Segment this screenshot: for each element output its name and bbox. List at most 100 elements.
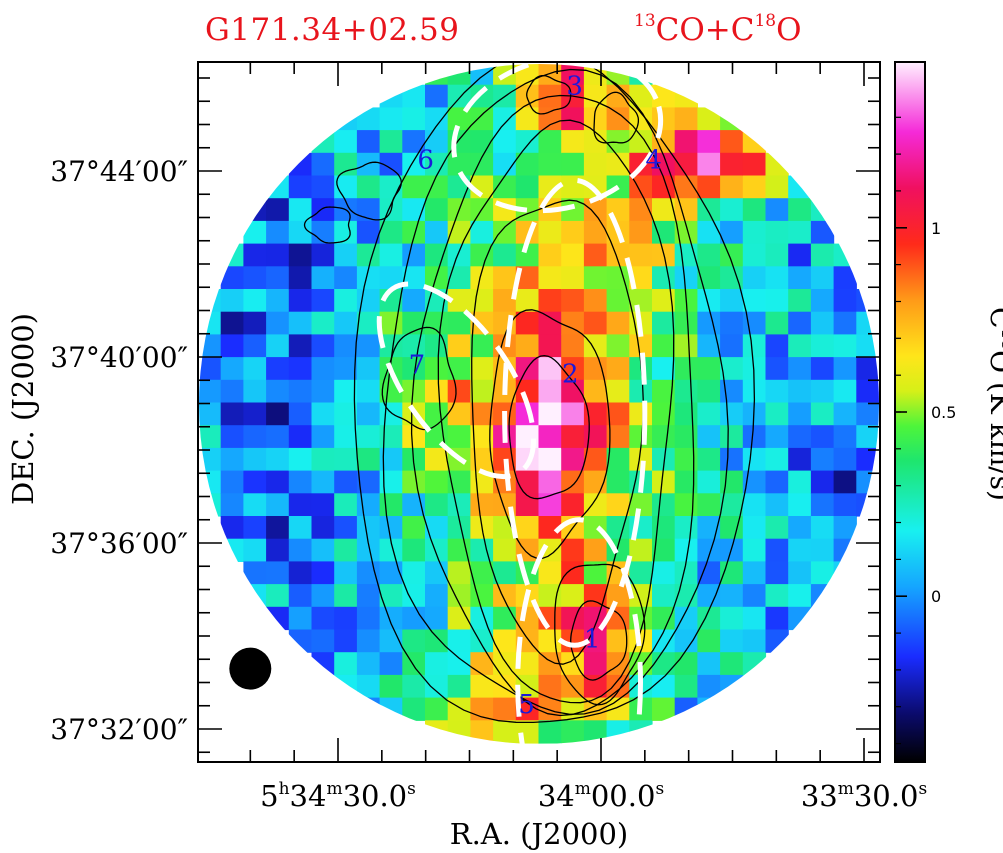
colorbar-ticks: 10.50	[895, 116, 956, 745]
heatmap-pixel	[470, 584, 494, 608]
heatmap-pixel	[356, 130, 381, 154]
heatmap-pixel	[334, 561, 358, 585]
heatmap-pixel	[742, 584, 767, 608]
heatmap-pixel	[583, 107, 608, 131]
heatmap-pixel	[788, 447, 812, 472]
heatmap-pixel	[493, 220, 517, 245]
heatmap-pixel	[288, 266, 313, 290]
heatmap-pixel	[493, 629, 517, 653]
heatmap-pixel	[606, 152, 630, 177]
heatmap-pixel	[538, 674, 562, 699]
heatmap-pixel	[220, 357, 244, 381]
heatmap-pixel	[697, 606, 721, 631]
y-axis-label: DEC. (J2000)	[6, 313, 40, 505]
heatmap-pixel	[334, 107, 358, 131]
x-tick-label: 5h34m30.0s	[260, 779, 416, 813]
heatmap-pixel	[470, 538, 494, 562]
heatmap-pixel	[334, 447, 358, 472]
heatmap-pixel	[606, 447, 630, 472]
heatmap-pixel	[447, 561, 471, 585]
heatmap-pixel	[425, 516, 449, 540]
heatmap-pixel	[652, 289, 676, 313]
heatmap-pixel	[606, 266, 630, 290]
heatmap-pixel	[583, 130, 608, 154]
heatmap-pixel	[538, 357, 562, 381]
heatmap-pixel	[810, 220, 835, 245]
heatmap-pixel	[697, 674, 721, 699]
heatmap-pixel	[788, 538, 812, 562]
heatmap-pixel	[697, 152, 721, 177]
heatmap-pixel	[515, 652, 540, 676]
heatmap-pixel	[493, 697, 517, 721]
heatmap-pixel	[538, 425, 562, 449]
heatmap-pixel	[288, 447, 313, 472]
heatmap-pixel	[629, 130, 653, 154]
heatmap-pixel	[742, 493, 767, 517]
heatmap-pixel	[765, 334, 789, 358]
heatmap-pixel	[266, 493, 290, 517]
heatmap-pixel	[266, 198, 290, 222]
heatmap-pixel	[697, 538, 721, 562]
source-name-title: G171.34+02.59	[205, 12, 460, 48]
heatmap-pixel	[425, 470, 449, 494]
heatmap-pixel	[220, 470, 244, 494]
heatmap-pixel	[561, 130, 585, 154]
heatmap-pixel	[674, 561, 698, 585]
heatmap-pixel	[447, 379, 471, 404]
heatmap-pixel	[765, 175, 789, 199]
heatmap-pixel	[288, 198, 313, 222]
heatmap-pixel	[493, 266, 517, 290]
heatmap-pixel	[674, 220, 698, 245]
heatmap-pixel	[356, 697, 381, 721]
heatmap-pixel	[356, 198, 381, 222]
heatmap-pixel	[720, 538, 744, 562]
heatmap-pixel	[334, 220, 358, 245]
heatmap-pixel	[379, 561, 403, 585]
heatmap-pixel	[583, 289, 608, 313]
heatmap-pixel	[810, 470, 835, 494]
heatmap-pixel	[742, 130, 767, 154]
heatmap-pixel	[606, 130, 630, 154]
heatmap-pixel	[810, 198, 835, 222]
y-tick-label: 37°36′00″	[50, 527, 188, 560]
heatmap-pixel	[674, 334, 698, 358]
heatmap-pixel	[833, 402, 857, 426]
heatmap-pixel	[379, 470, 403, 494]
heatmap-pixel	[765, 470, 789, 494]
heatmap-pixel	[629, 402, 653, 426]
heatmap-pixel	[742, 266, 767, 290]
heatmap-pixel	[243, 447, 267, 472]
heatmap-pixel	[311, 561, 335, 585]
heatmap-pixel	[674, 470, 698, 494]
heatmap-pixel	[697, 175, 721, 199]
heatmap-pixel	[402, 220, 426, 245]
heatmap-pixel	[720, 470, 744, 494]
heatmap-pixel	[220, 289, 244, 313]
heatmap-pixel	[742, 357, 767, 381]
y-tick-label: 37°44′00″	[50, 155, 188, 188]
heatmap-pixel	[674, 357, 698, 381]
heatmap-pixel	[220, 379, 244, 404]
heatmap-pixel	[742, 425, 767, 449]
heatmap-pixel	[311, 175, 335, 199]
heatmap-pixel	[720, 379, 744, 404]
heatmap-pixel	[583, 175, 608, 199]
heatmap-pixel	[765, 289, 789, 313]
heatmap-pixel	[697, 220, 721, 245]
heatmap-pixel	[402, 470, 426, 494]
heatmap-pixel	[288, 606, 313, 631]
heatmap-pixel	[561, 107, 585, 131]
heatmap-pixel	[583, 152, 608, 177]
heatmap-pixel	[652, 606, 676, 631]
peak-label-3: 3	[566, 71, 583, 101]
heatmap-pixel	[447, 266, 471, 290]
heatmap-pixel	[583, 334, 608, 358]
heatmap-pixel	[674, 379, 698, 404]
heatmap-pixel	[447, 243, 471, 267]
heatmap-pixel	[356, 561, 381, 585]
heatmap-pixel	[697, 289, 721, 313]
heatmap-pixel	[697, 107, 721, 131]
heatmap-pixel	[561, 243, 585, 267]
heatmap-pixel	[833, 289, 857, 313]
heatmap-pixel	[266, 311, 290, 335]
